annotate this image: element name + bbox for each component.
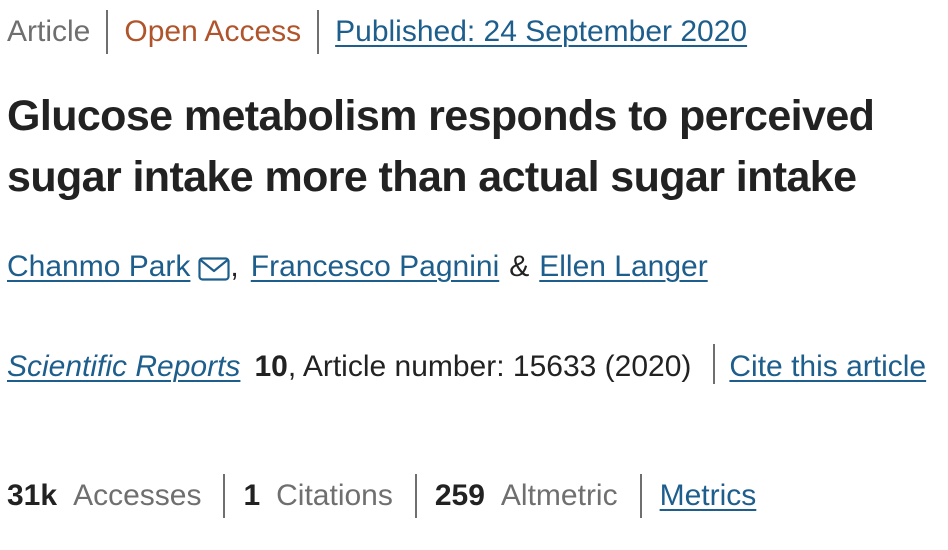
journal-info: Scientific Reports 10, Article number: 15… — [7, 338, 943, 395]
divider — [223, 474, 226, 518]
journal-volume: 10 — [254, 350, 288, 383]
author-list: Chanmo Park , Francesco Pagnini & Ellen … — [7, 250, 708, 284]
article-type: Article — [7, 15, 91, 48]
article-metrics-row: 31k Accesses 1 Citations 259 Altmetric M… — [7, 474, 756, 518]
author-link-francesco-pagnini[interactable]: Francesco Pagnini — [250, 250, 500, 283]
divider — [317, 10, 320, 54]
article-number: , Article number: 15633 (2020) — [287, 350, 692, 383]
altmetric-score: 259 — [434, 479, 485, 512]
author-link-chanmo-park[interactable]: Chanmo Park — [7, 250, 191, 283]
citations-count: 1 — [243, 479, 261, 512]
metrics-link[interactable]: Metrics — [659, 479, 757, 512]
divider — [713, 344, 716, 384]
altmetric-label: Altmetric — [500, 479, 618, 512]
cite-this-article-link[interactable]: Cite this article — [729, 350, 927, 383]
divider — [639, 474, 642, 518]
citations-label: Citations — [276, 479, 393, 512]
author-separator: & — [509, 250, 530, 283]
author-separator: , — [230, 250, 239, 283]
author-link-ellen-langer[interactable]: Ellen Langer — [539, 250, 708, 283]
article-title: Glucose metabolism responds to perceived… — [7, 92, 875, 201]
article-meta-row: Article Open Access Published: 24 Septem… — [7, 10, 747, 54]
journal-name-link[interactable]: Scientific Reports — [7, 350, 241, 383]
published-date-link[interactable]: Published: 24 September 2020 — [335, 15, 748, 48]
mail-icon[interactable] — [198, 255, 231, 281]
accesses-count: 31k — [7, 479, 58, 512]
open-access-badge: Open Access — [124, 15, 302, 48]
divider — [106, 10, 109, 54]
divider — [414, 474, 417, 518]
accesses-label: Accesses — [73, 479, 202, 512]
